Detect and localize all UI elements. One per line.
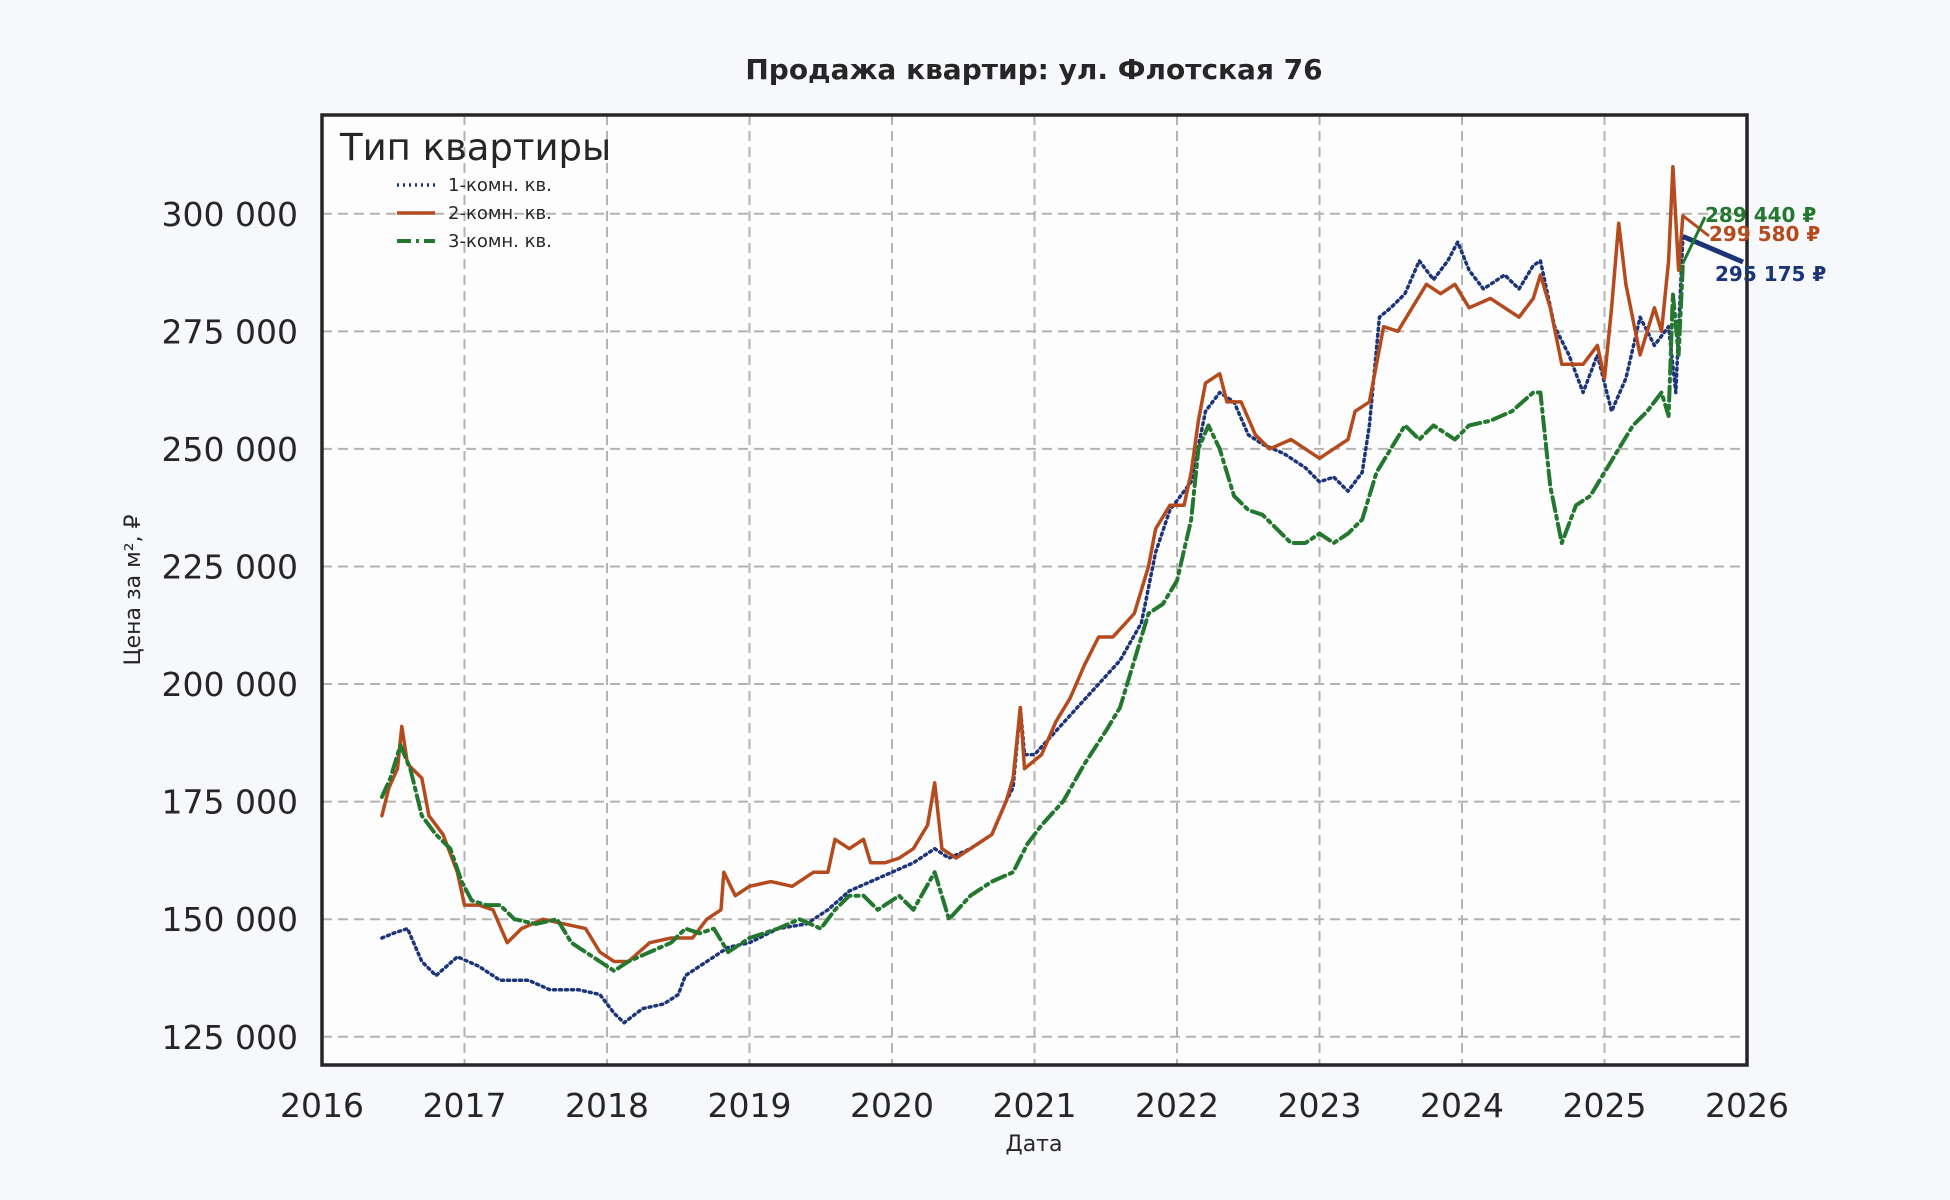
x-tick-label: 2026 <box>1705 1086 1789 1125</box>
legend-label-1: 1-комн. кв. <box>448 175 552 196</box>
y-tick-label: 150 000 <box>162 900 298 939</box>
end-label-pointer-2 <box>1681 214 1710 238</box>
x-tick-label: 2024 <box>1420 1086 1504 1125</box>
x-tick-label: 2021 <box>993 1086 1077 1125</box>
x-tick-label: 2017 <box>423 1086 507 1125</box>
y-tick-label: 300 000 <box>162 195 298 234</box>
x-tick-label: 2025 <box>1563 1086 1647 1125</box>
legend-label-3: 3-комн. кв. <box>448 231 552 252</box>
y-tick-label: 250 000 <box>162 430 298 469</box>
end-label-2: 299 580 ₽ <box>1709 222 1820 246</box>
x-tick-label: 2019 <box>708 1086 792 1125</box>
legend-title: Тип квартиры <box>339 126 611 169</box>
x-tick-label: 2022 <box>1135 1086 1219 1125</box>
y-tick-label: 275 000 <box>162 312 298 351</box>
end-label-1: 295 175 ₽ <box>1715 262 1826 286</box>
x-tick-label: 2020 <box>850 1086 934 1125</box>
y-tick-label: 175 000 <box>162 783 298 822</box>
plot-frame <box>320 113 1749 1067</box>
legend-label-2: 2-комн. кв. <box>448 203 552 224</box>
series-line-2 <box>380 164 1685 964</box>
x-tick-label: 2016 <box>280 1086 364 1125</box>
series-line-1 <box>380 234 1685 1025</box>
legend: Тип квартиры 1-комн. кв. 2-комн. кв. 3-ком… <box>339 126 611 252</box>
end-labels: 295 175 ₽ 299 580 ₽289 440 ₽ <box>1681 203 1826 286</box>
x-tick-label: 2023 <box>1278 1086 1362 1125</box>
x-axis-label: Дата <box>1006 1132 1063 1157</box>
series-lines <box>379 164 1685 1025</box>
x-ticks: 2016 2017 2018 2019 2020 2021 2022 2023 2024 2025… <box>280 1086 1789 1125</box>
end-label-pointer-3 <box>1681 216 1707 265</box>
y-ticks: 125 000 150 000 175 000 200 000 225 000 250 0… <box>162 195 298 1057</box>
y-tick-label: 125 000 <box>162 1018 298 1057</box>
y-tick-label: 200 000 <box>162 665 298 704</box>
x-tick-label: 2018 <box>565 1086 649 1125</box>
y-tick-label: 225 000 <box>162 547 298 586</box>
series-line-3 <box>379 261 1685 973</box>
chart-title: Продажа квартир: ул. Флотская 76 <box>745 53 1322 86</box>
y-axis-label: Цена за м², ₽ <box>121 514 146 665</box>
end-label-3: 289 440 ₽ <box>1705 203 1816 227</box>
